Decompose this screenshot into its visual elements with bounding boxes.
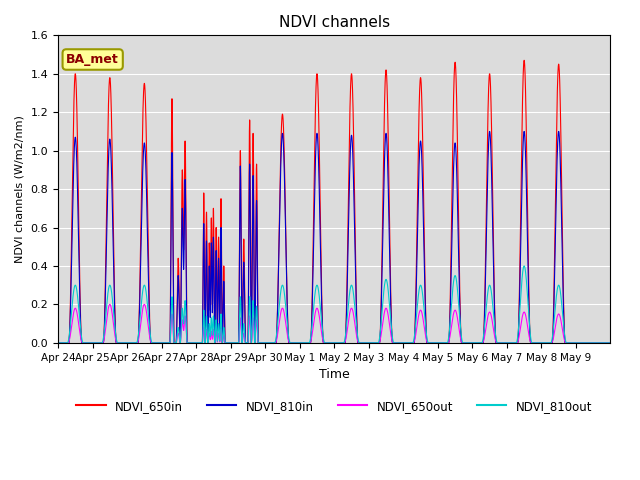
- Line: NDVI_650in: NDVI_650in: [58, 60, 611, 343]
- NDVI_650out: [522, 313, 529, 319]
- NDVI_810out: [520, 263, 528, 269]
- NDVI_650in: [481, 264, 489, 270]
- NDVI_810out: [522, 271, 529, 276]
- NDVI_810in: [522, 157, 529, 163]
- Line: NDVI_810out: NDVI_810out: [58, 266, 611, 343]
- NDVI_810out: [559, 319, 567, 324]
- NDVI_810in: [555, 129, 563, 134]
- X-axis label: Time: Time: [319, 368, 349, 381]
- NDVI_810in: [481, 280, 489, 286]
- NDVI_650in: [104, 158, 111, 164]
- NDVI_810out: [244, 335, 252, 341]
- NDVI_810in: [607, 340, 614, 346]
- NDVI_650in: [54, 340, 62, 346]
- NDVI_650out: [607, 340, 614, 346]
- Line: NDVI_810in: NDVI_810in: [58, 132, 611, 343]
- NDVI_650out: [481, 328, 489, 334]
- NDVI_810out: [104, 295, 111, 301]
- NDVI_650out: [54, 340, 62, 346]
- Title: NDVI channels: NDVI channels: [278, 15, 390, 30]
- NDVI_650out: [106, 301, 114, 307]
- NDVI_810out: [607, 340, 614, 346]
- NDVI_650in: [522, 97, 529, 103]
- NDVI_810in: [54, 340, 62, 346]
- Text: BA_met: BA_met: [67, 53, 119, 66]
- NDVI_650in: [520, 58, 528, 63]
- NDVI_810out: [481, 314, 489, 320]
- NDVI_650in: [607, 340, 614, 346]
- NDVI_810in: [104, 201, 111, 206]
- NDVI_810out: [207, 333, 214, 339]
- Legend: NDVI_650in, NDVI_810in, NDVI_650out, NDVI_810out: NDVI_650in, NDVI_810in, NDVI_650out, NDV…: [72, 395, 596, 417]
- Y-axis label: NDVI channels (W/m2/nm): NDVI channels (W/m2/nm): [15, 115, 25, 263]
- NDVI_650out: [244, 336, 252, 342]
- NDVI_650in: [207, 306, 214, 312]
- NDVI_650in: [559, 284, 567, 290]
- NDVI_650out: [104, 312, 111, 317]
- NDVI_650out: [207, 336, 214, 342]
- NDVI_810in: [207, 313, 214, 319]
- NDVI_810out: [54, 340, 62, 346]
- NDVI_650out: [559, 332, 567, 337]
- NDVI_810in: [244, 321, 252, 326]
- NDVI_650in: [244, 316, 252, 322]
- NDVI_810in: [559, 298, 567, 303]
- Line: NDVI_650out: NDVI_650out: [58, 304, 611, 343]
